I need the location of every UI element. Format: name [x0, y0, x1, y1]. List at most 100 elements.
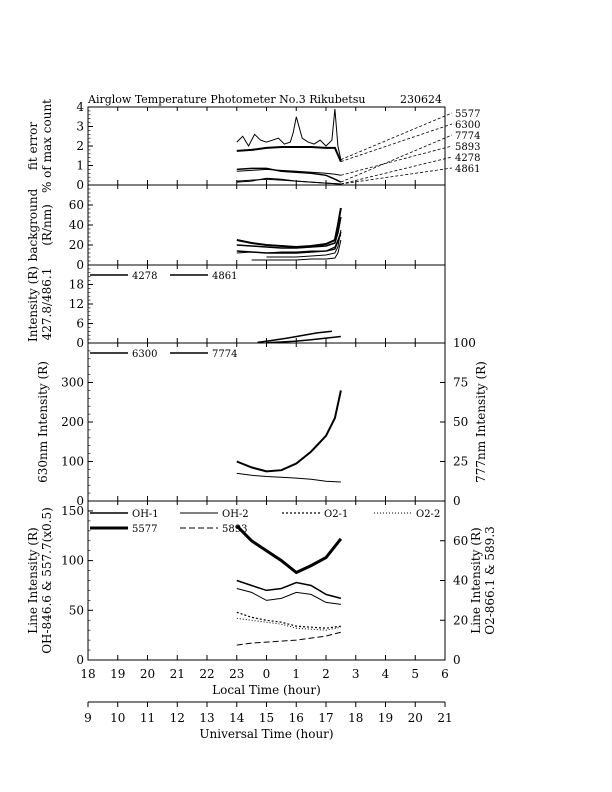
series-line-s4	[236, 234, 342, 254]
x-tick-label-ut: 19	[378, 711, 393, 725]
series-label: 4278	[455, 153, 480, 164]
legend-label: 7774	[212, 349, 237, 360]
y-tick-label: 150	[61, 504, 84, 518]
series-line-4861	[257, 330, 332, 344]
panel-intensity-6300-7774: 0 100 200 300 0 25 50 75 100 630nm Intensity (R) 7…	[36, 336, 488, 508]
series-line-5577	[236, 108, 342, 160]
legend-label: OH-2	[222, 509, 249, 520]
x-tick-label-local: 20	[140, 667, 155, 681]
y-tick-label: 60	[69, 198, 84, 212]
series-line-oh-2	[236, 588, 341, 605]
y-axis-label: 630nm Intensity (R)	[36, 361, 50, 483]
y-axis-label: % of max count	[40, 99, 54, 193]
y-tick-label: 20	[69, 238, 84, 252]
series-line-4861	[236, 178, 341, 185]
x-tick-label-ut: 10	[110, 711, 125, 725]
x-tick-label-local: 5	[411, 667, 419, 681]
x-tick-label-ut: 9	[84, 711, 92, 725]
x-tick-label-local: 2	[322, 667, 330, 681]
y-axis-label: Line Intensity (R)	[26, 527, 40, 633]
series-line-6300	[236, 146, 342, 163]
series-line-s2	[236, 216, 342, 249]
x-tick-label-ut: 16	[289, 711, 304, 725]
x-tick-label-ut: 11	[140, 711, 155, 725]
series-line-s6	[266, 229, 342, 258]
x-tick-label-local: 4	[382, 667, 390, 681]
panel-background: 0 20 40 60 background (R/nm)	[26, 184, 446, 272]
series-line-s1	[236, 207, 342, 249]
panel-frame	[87, 342, 446, 502]
figure-date: 230624	[400, 93, 442, 106]
series-line-7774	[236, 167, 342, 183]
x-axis-label-ut: Universal Time (hour)	[199, 727, 333, 741]
x-tick-label-ut: 15	[259, 711, 274, 725]
y-right-tick-label: 100	[453, 336, 476, 350]
x-tick-label-local: 19	[110, 667, 125, 681]
y-tick-label: 300	[61, 376, 84, 390]
series-line-o2-2	[236, 617, 341, 631]
y-axis-label: Intensity (R)	[26, 266, 40, 342]
series-line-4278	[266, 335, 341, 344]
y-tick-label: 1	[76, 159, 84, 173]
legend-label: 5893	[222, 524, 247, 535]
y-right-tick-label: 60	[453, 534, 468, 548]
legend-label: 6300	[132, 349, 157, 360]
x-tick-label-local: 6	[441, 667, 449, 681]
y-tick-label: 0	[76, 653, 84, 667]
y-tick-label: 4	[76, 100, 84, 114]
y-tick-label: 0	[76, 336, 84, 350]
x-tick-label-local: 1	[292, 667, 300, 681]
series-line-5893	[236, 168, 341, 176]
y-axis-label: 427.8/486.1	[40, 268, 54, 341]
x-tick-label-local: 3	[352, 667, 360, 681]
y-right-tick-label: 20	[453, 613, 468, 627]
y-right-tick-label: 25	[453, 455, 468, 469]
series-connector	[340, 134, 453, 183]
series-line-o2-1	[236, 611, 341, 629]
series-line-6300	[236, 390, 342, 473]
y-right-axis-label: Line Intensity (R)	[469, 527, 483, 633]
y-axis-label: background	[26, 188, 40, 261]
y-tick-label: 100	[61, 554, 84, 568]
y-axis-label: OH-846.6 & 557.7(x0.5)	[40, 507, 54, 654]
x-tick-label-ut: 21	[437, 711, 452, 725]
y-tick-label: 40	[69, 218, 84, 232]
series-line-5893	[236, 631, 342, 646]
series-line-s5	[251, 239, 342, 261]
y-right-tick-label: 40	[453, 574, 468, 588]
x-tick-label-local: 21	[170, 667, 185, 681]
y-right-tick-label: 50	[453, 415, 468, 429]
y-axis-label: fit error	[26, 122, 40, 170]
series-line-7774	[236, 472, 341, 483]
y-tick-label: 18	[69, 278, 84, 292]
panel-fit-error: 0 1 2 3 4 fit error% of max count 557763007774…	[26, 99, 480, 193]
y-tick-label: 200	[61, 415, 84, 429]
x-tick-label-ut: 18	[348, 711, 363, 725]
y-tick-label: 50	[69, 603, 84, 617]
y-right-tick-label: 0	[453, 653, 461, 667]
y-tick-label: 0	[76, 494, 84, 508]
series-connector	[340, 167, 453, 185]
y-tick-label: 12	[69, 297, 84, 311]
series-connector	[340, 112, 453, 161]
series-line-oh-1	[236, 579, 342, 600]
x-tick-label-ut: 12	[170, 711, 185, 725]
legend-label: O2-1	[324, 509, 348, 520]
series-connector	[340, 145, 453, 176]
figure-title: Airglow Temperature Photometer No.3 Riku…	[87, 93, 365, 106]
x-tick-label-ut: 17	[318, 711, 333, 725]
x-tick-label-ut: 20	[408, 711, 423, 725]
x-tick-label-ut: 14	[229, 711, 245, 725]
y-right-tick-label: 75	[453, 376, 468, 390]
series-connector	[340, 123, 453, 162]
series-label: 7774	[455, 131, 480, 142]
y-axis-label: (R/nm)	[40, 204, 54, 246]
x-tick-label-local: 0	[263, 667, 271, 681]
legend-label: 4861	[212, 271, 237, 282]
y-tick-label: 6	[76, 317, 84, 331]
series-label: 5893	[455, 142, 480, 153]
legend-label: OH-1	[132, 509, 159, 520]
panel-frame	[87, 106, 446, 186]
